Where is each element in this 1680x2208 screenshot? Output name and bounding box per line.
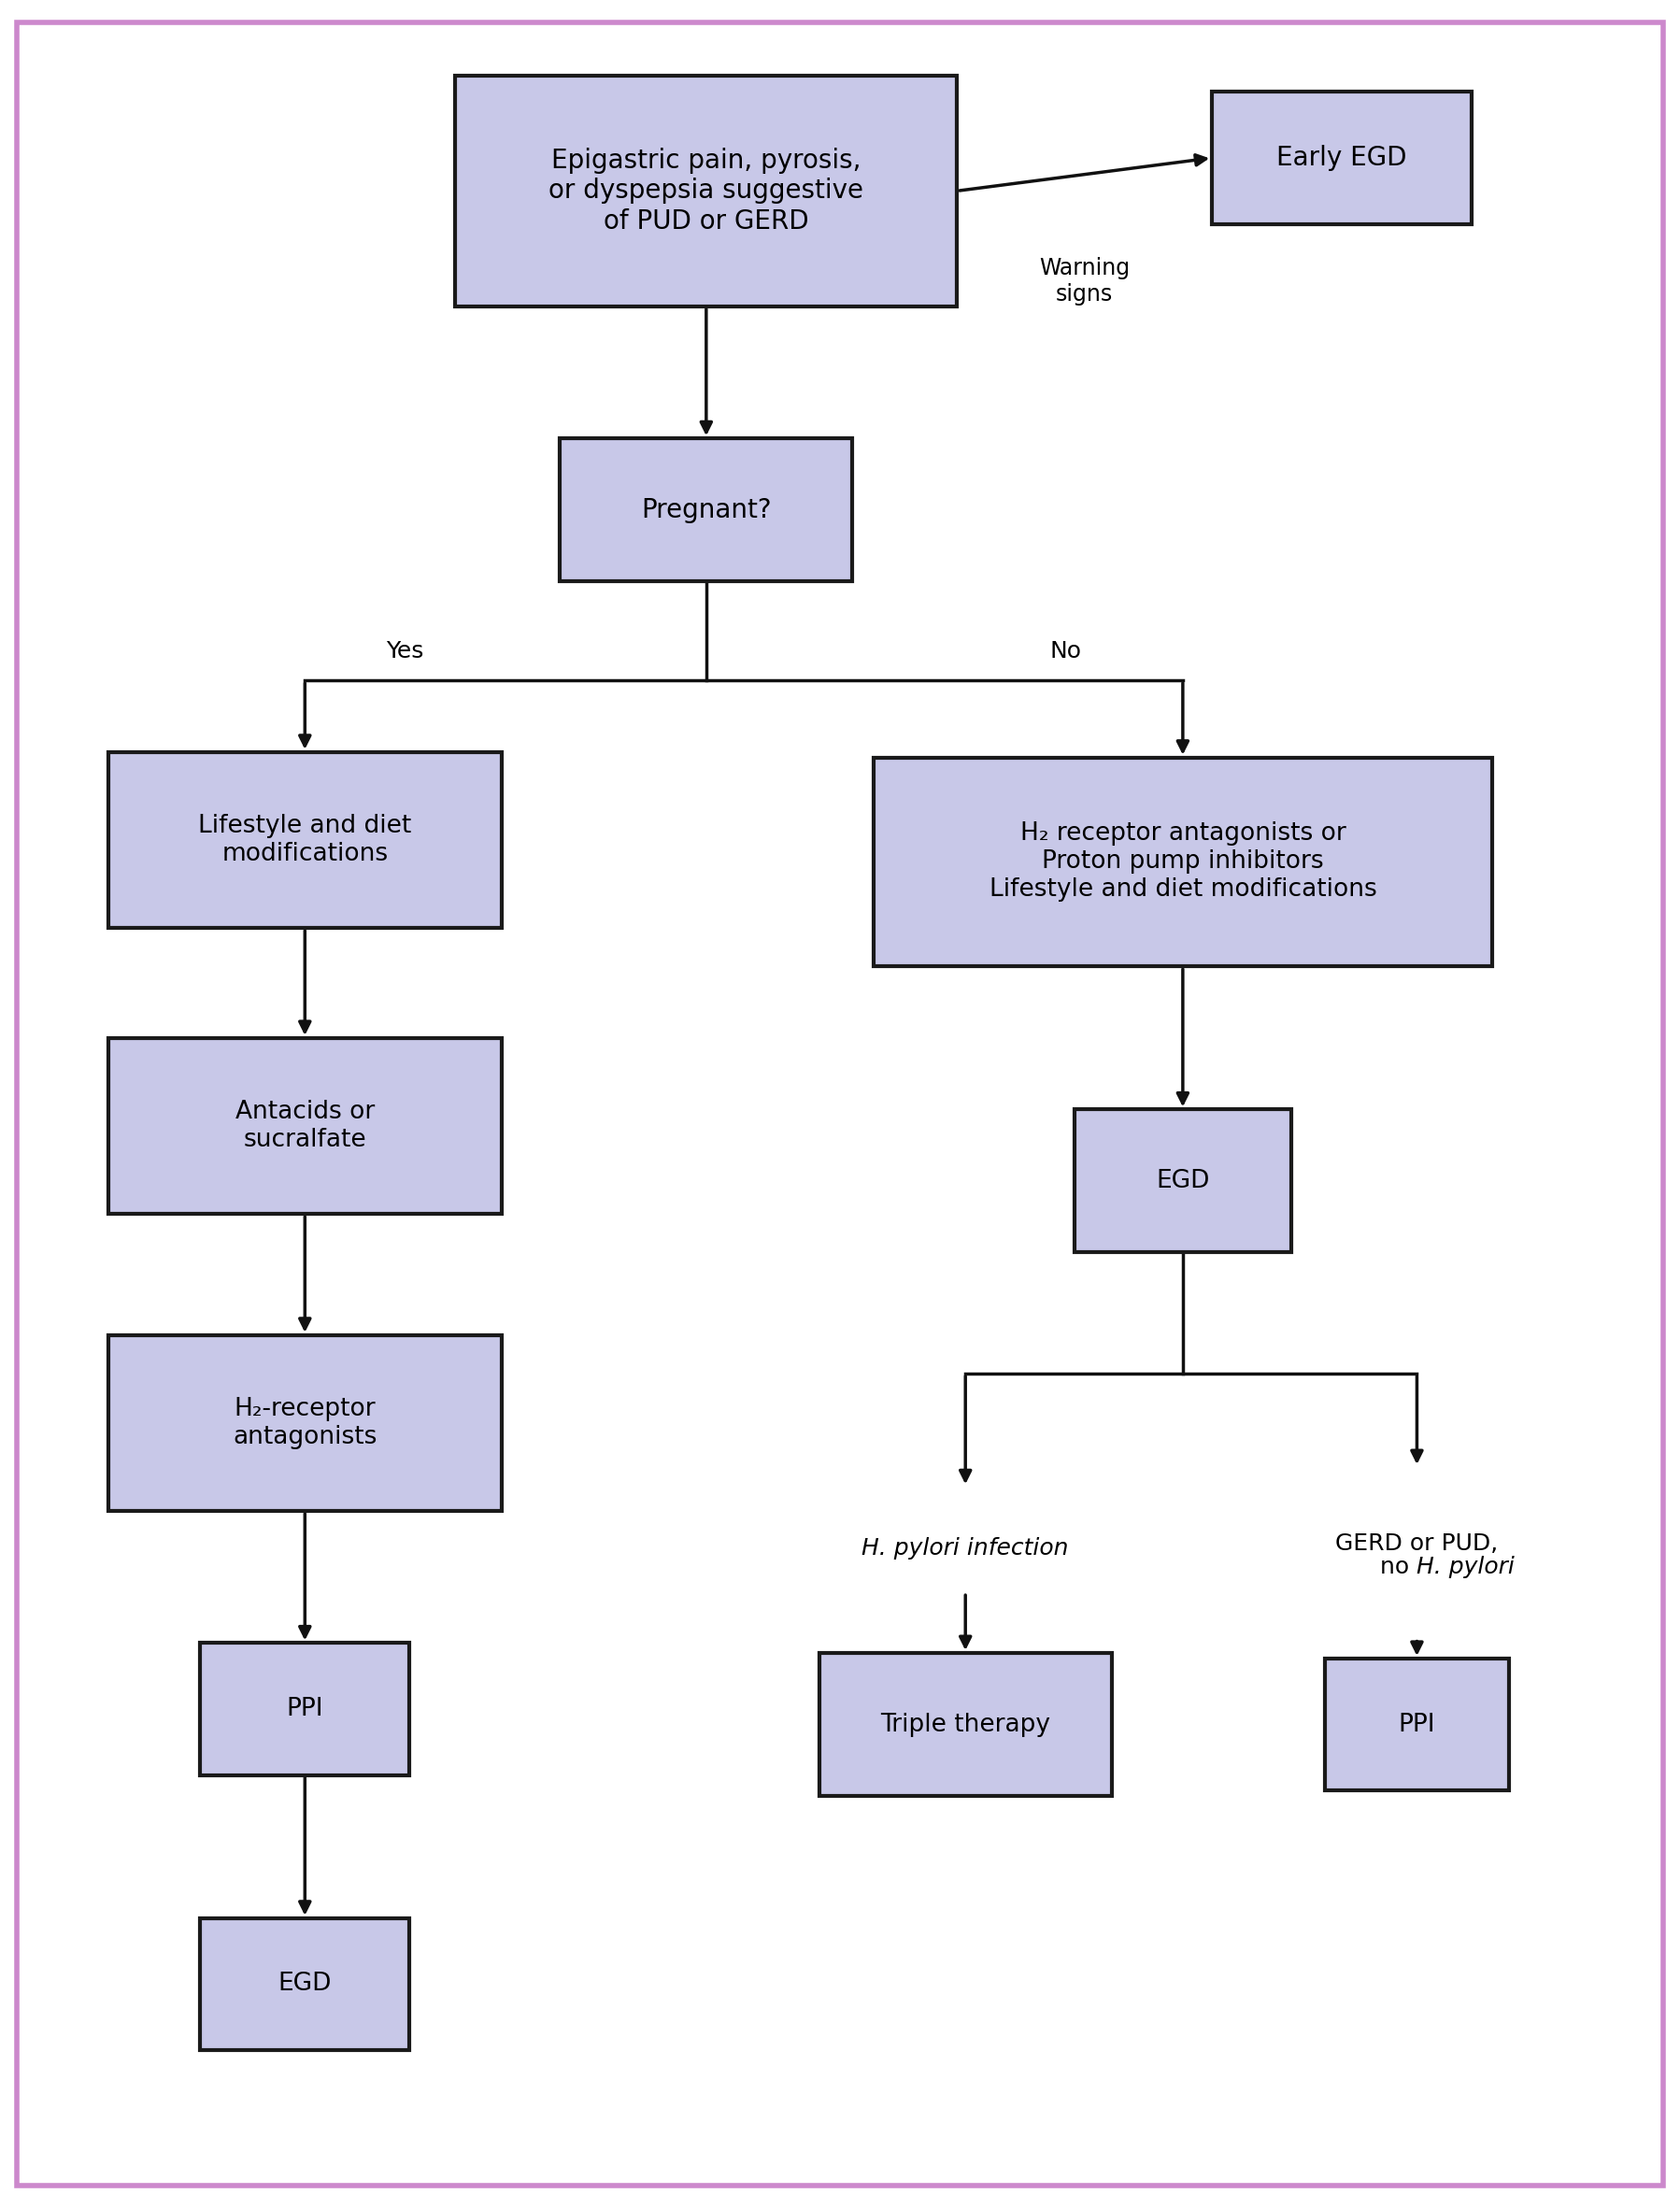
FancyBboxPatch shape bbox=[109, 753, 501, 927]
Text: Yes: Yes bbox=[386, 640, 423, 662]
Text: H₂-receptor
antagonists: H₂-receptor antagonists bbox=[234, 1398, 376, 1448]
Text: No: No bbox=[1050, 640, 1082, 662]
FancyBboxPatch shape bbox=[1326, 1658, 1509, 1791]
FancyBboxPatch shape bbox=[200, 1919, 410, 2049]
FancyBboxPatch shape bbox=[820, 1654, 1112, 1795]
FancyBboxPatch shape bbox=[559, 439, 852, 581]
Text: Triple therapy: Triple therapy bbox=[880, 1713, 1050, 1738]
FancyBboxPatch shape bbox=[874, 757, 1492, 967]
Text: H. pylori infection: H. pylori infection bbox=[862, 1537, 1068, 1559]
Text: no: no bbox=[1381, 1557, 1416, 1579]
Text: Epigastric pain, pyrosis,
or dyspepsia suggestive
of PUD or GERD: Epigastric pain, pyrosis, or dyspepsia s… bbox=[549, 148, 864, 234]
Text: Lifestyle and diet
modifications: Lifestyle and diet modifications bbox=[198, 815, 412, 866]
Text: Antacids or
sucralfate: Antacids or sucralfate bbox=[235, 1100, 375, 1153]
Text: H. pylori: H. pylori bbox=[1416, 1557, 1515, 1579]
FancyBboxPatch shape bbox=[1211, 93, 1472, 223]
Text: PPI: PPI bbox=[286, 1698, 324, 1722]
FancyBboxPatch shape bbox=[109, 1038, 501, 1214]
Text: Warning
signs: Warning signs bbox=[1040, 256, 1131, 305]
FancyBboxPatch shape bbox=[1074, 1108, 1292, 1252]
Text: Early EGD: Early EGD bbox=[1277, 146, 1406, 170]
Text: Pregnant?: Pregnant? bbox=[642, 497, 771, 523]
FancyBboxPatch shape bbox=[455, 75, 958, 307]
FancyBboxPatch shape bbox=[200, 1643, 410, 1775]
Text: H₂ receptor antagonists or
Proton pump inhibitors
Lifestyle and diet modificatio: H₂ receptor antagonists or Proton pump i… bbox=[990, 821, 1376, 903]
Text: PPI: PPI bbox=[1398, 1713, 1435, 1738]
Text: GERD or PUD,: GERD or PUD, bbox=[1336, 1532, 1499, 1554]
Text: EGD: EGD bbox=[1156, 1168, 1210, 1192]
Text: EGD: EGD bbox=[279, 1972, 331, 1996]
FancyBboxPatch shape bbox=[109, 1336, 501, 1510]
